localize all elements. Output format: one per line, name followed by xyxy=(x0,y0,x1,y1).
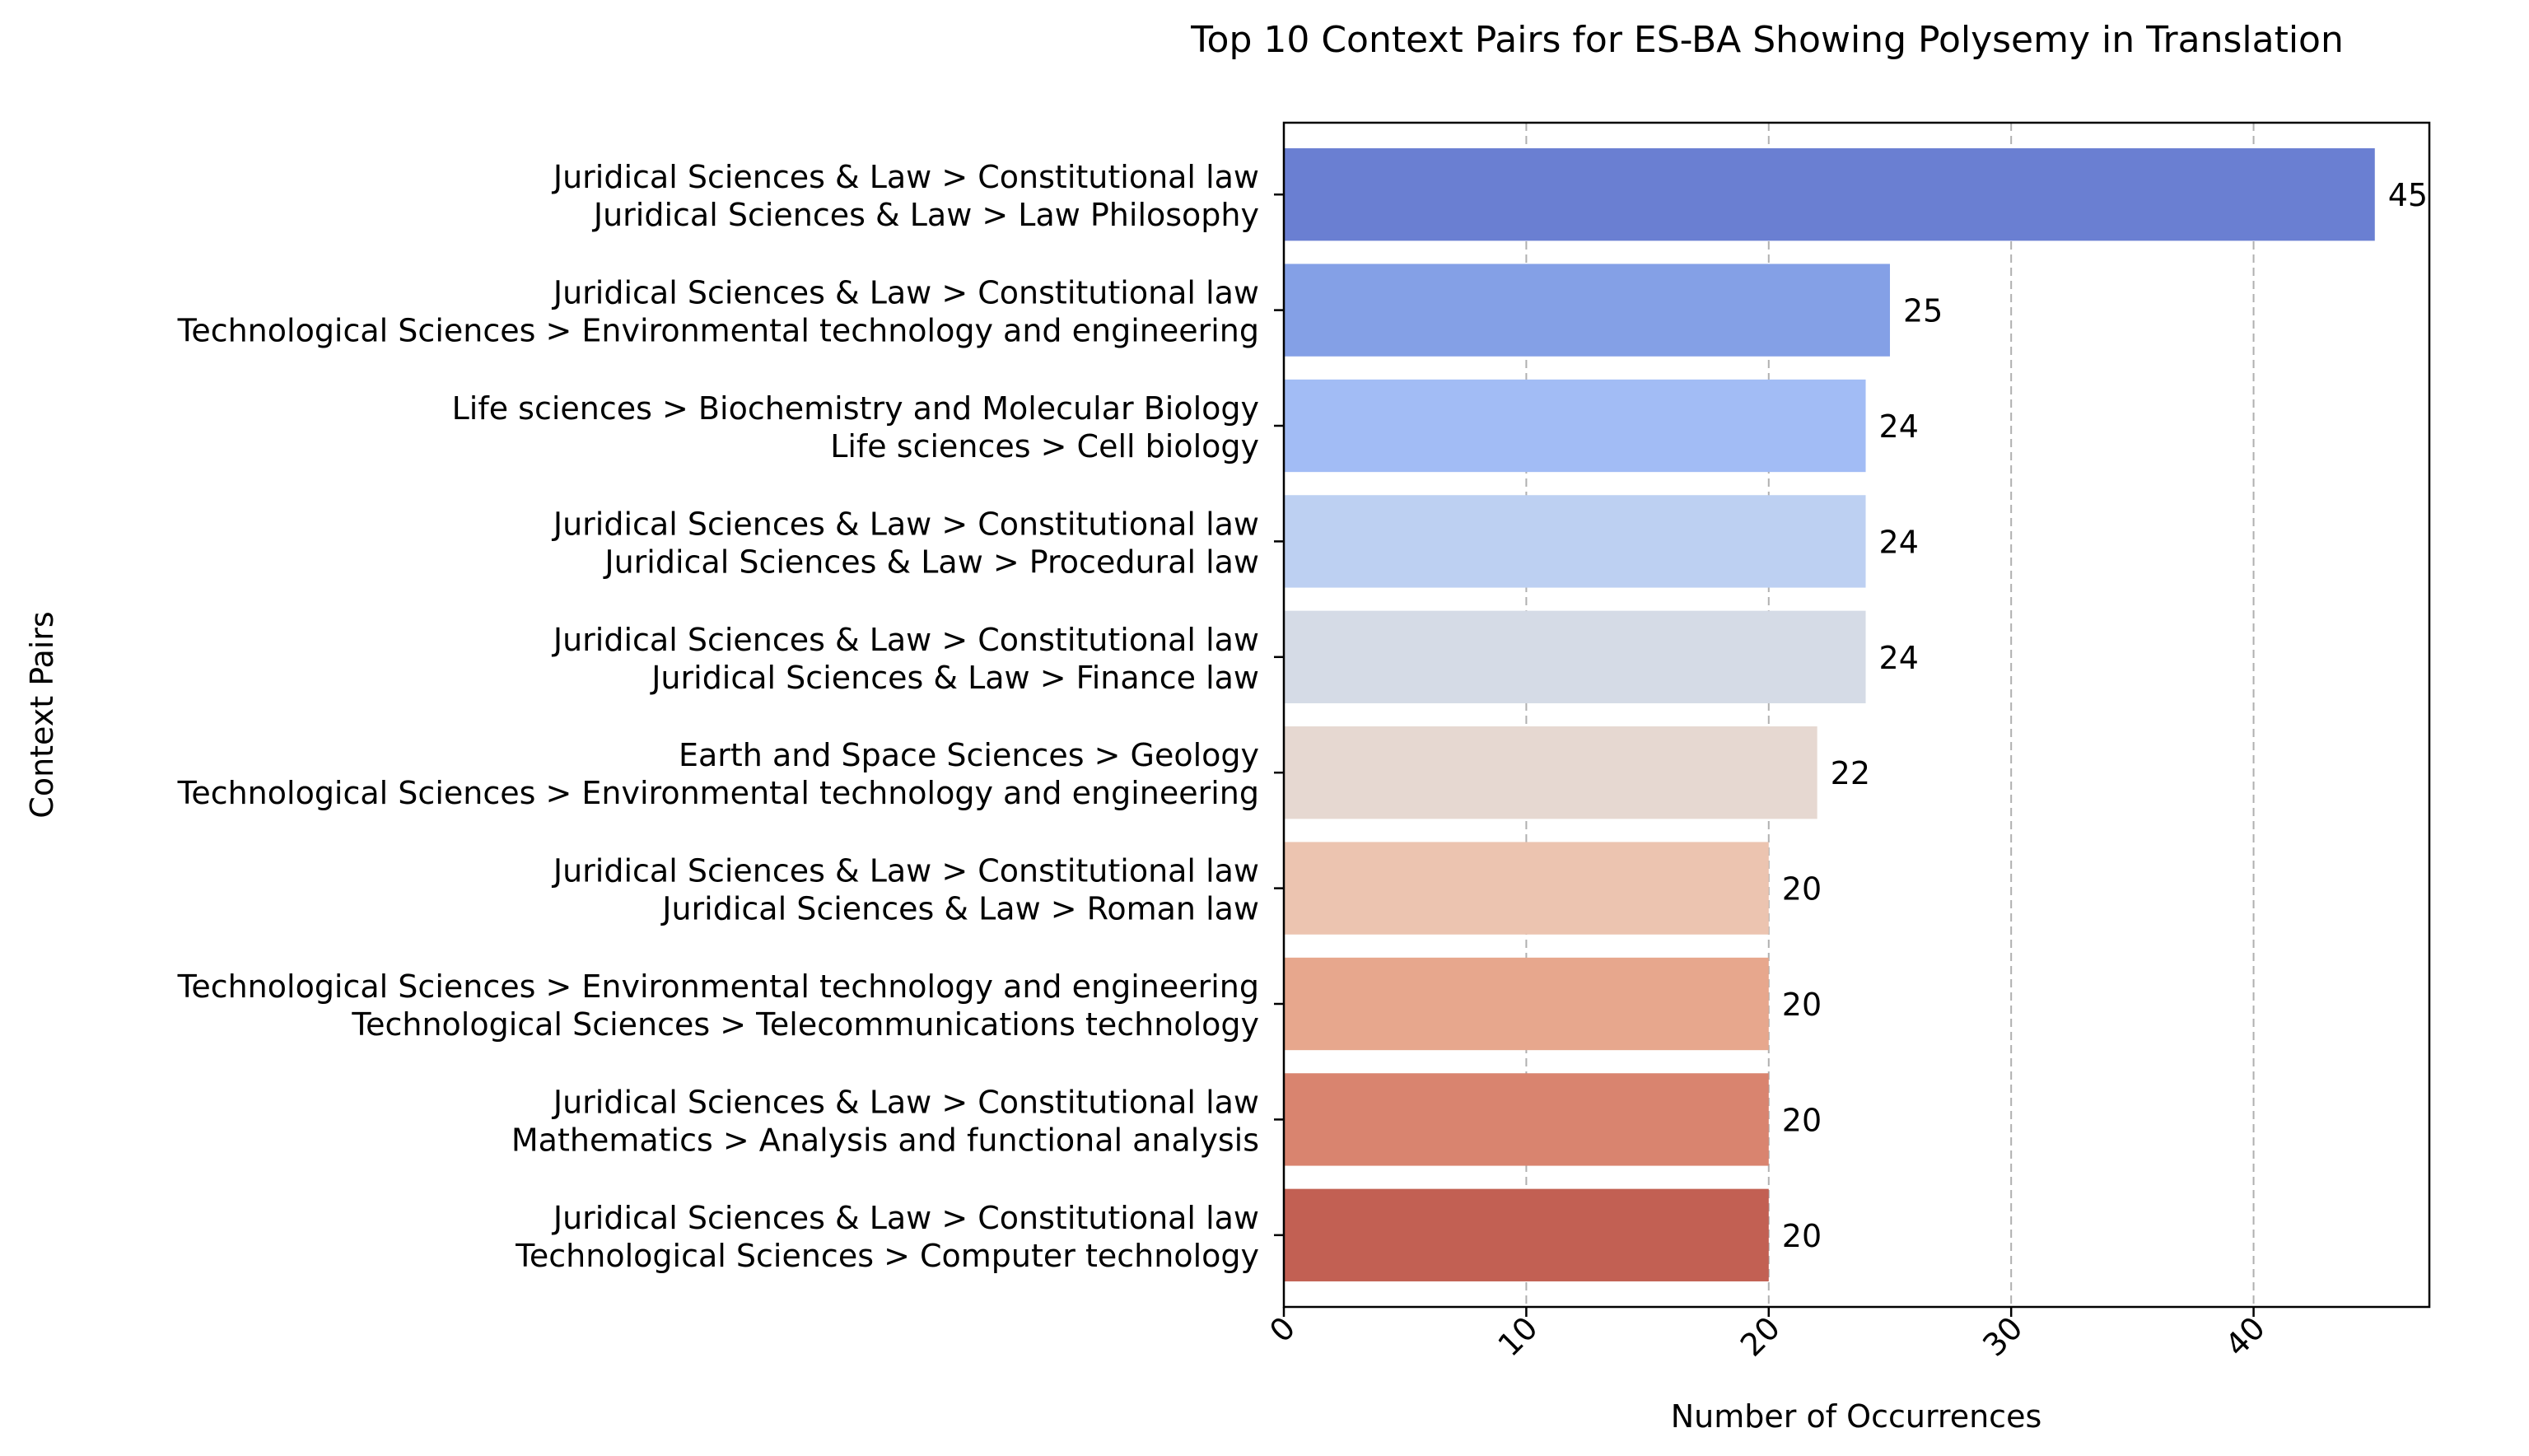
y-tick-label: Juridical Sciences & Law > Constitutiona… xyxy=(552,159,1259,233)
plot-frame xyxy=(1282,121,2431,1309)
bar-value-label: 20 xyxy=(1782,1102,1822,1138)
bar xyxy=(1284,148,2375,241)
y-axis-label: Context Pairs xyxy=(24,611,60,818)
bar xyxy=(1284,264,1890,357)
bar xyxy=(1284,379,1866,473)
x-tick-label: 20 xyxy=(1733,1309,1787,1363)
bar xyxy=(1284,495,1866,588)
bar-value-label: 22 xyxy=(1831,755,1870,791)
bar-value-label: 24 xyxy=(1879,524,1919,560)
y-tick-label: Juridical Sciences & Law > Constitutiona… xyxy=(511,1084,1259,1158)
bar xyxy=(1284,1073,1769,1166)
y-tick-label: Juridical Sciences & Law > Constitutiona… xyxy=(177,275,1259,349)
bar-value-label: 20 xyxy=(1782,871,1822,908)
x-axis-ticks: 0 10 20 30 40 xyxy=(1262,1307,2272,1364)
bar xyxy=(1284,1188,1769,1281)
y-axis-tick-labels: Juridical Sciences & Law > Constitutiona… xyxy=(177,159,1259,1274)
x-tick-label: 10 xyxy=(1491,1309,1544,1363)
y-tick-label: Technological Sciences > Environmental t… xyxy=(177,968,1259,1043)
bars xyxy=(1284,148,2375,1281)
y-tick-label: Earth and Space Sciences > Geology Techno… xyxy=(177,737,1259,811)
bar xyxy=(1284,610,1866,703)
bar-value-label: 25 xyxy=(1903,293,1943,329)
y-tick-label: Life sciences > Biochemistry and Molecul… xyxy=(452,390,1259,464)
y-tick-label: Juridical Sciences & Law > Constitutiona… xyxy=(552,622,1259,696)
bar-value-label: 45 xyxy=(2388,177,2428,213)
x-axis-label: Number of Occurrences xyxy=(1671,1398,2042,1435)
bar-value-labels: 45 25 24 24 24 22 20 20 20 20 xyxy=(1782,177,2428,1254)
bar xyxy=(1284,957,1769,1051)
x-tick-label: 0 xyxy=(1262,1309,1302,1349)
bar xyxy=(1284,842,1769,935)
y-tick-label: Juridical Sciences & Law > Constitutiona… xyxy=(552,853,1259,927)
chart-title: Top 10 Context Pairs for ES-BA Showing P… xyxy=(1190,19,2344,61)
x-tick-label: 40 xyxy=(2219,1309,2272,1363)
bar-value-label: 20 xyxy=(1782,1218,1822,1254)
y-tick-label: Juridical Sciences & Law > Constitutiona… xyxy=(515,1200,1259,1274)
bar-value-label: 20 xyxy=(1782,987,1822,1023)
bar xyxy=(1284,726,1817,819)
y-tick-label: Juridical Sciences & Law > Constitutiona… xyxy=(552,506,1259,580)
bar-value-label: 24 xyxy=(1879,640,1919,676)
bar-value-label: 24 xyxy=(1879,408,1919,445)
x-tick-label: 30 xyxy=(1976,1309,2029,1363)
y-axis-ticks xyxy=(1274,193,1284,1237)
